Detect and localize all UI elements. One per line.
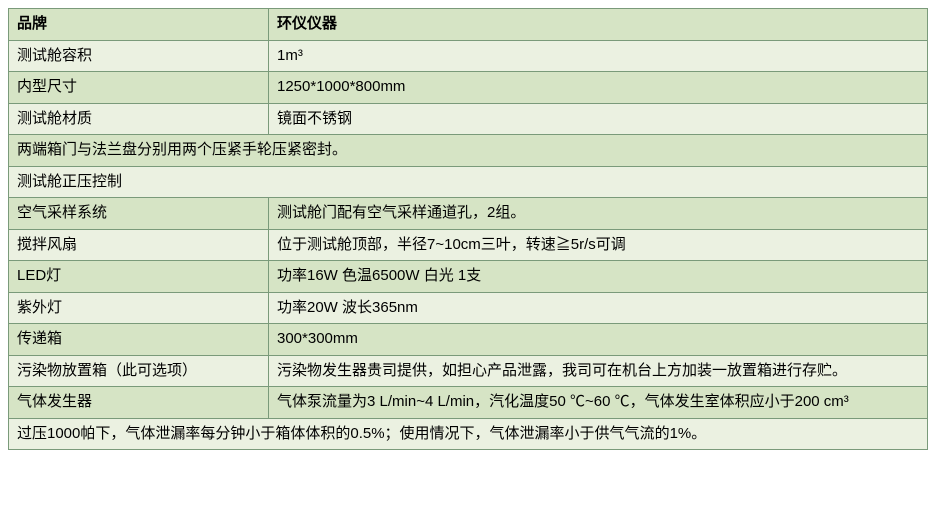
spec-table-body: 品牌环仪仪器测试舱容积1m³内型尺寸1250*1000*800mm测试舱材质镜面… bbox=[9, 9, 928, 450]
table-row: 空气采样系统测试舱门配有空气采样通道孔，2组。 bbox=[9, 198, 928, 230]
row-label: 气体发生器 bbox=[9, 387, 269, 419]
table-row: 测试舱正压控制 bbox=[9, 166, 928, 198]
table-row: 污染物放置箱（此可选项）污染物发生器贵司提供，如担心产品泄露，我司可在机台上方加… bbox=[9, 355, 928, 387]
row-value: 测试舱门配有空气采样通道孔，2组。 bbox=[269, 198, 928, 230]
row-label: 测试舱材质 bbox=[9, 103, 269, 135]
row-full-text: 两端箱门与法兰盘分别用两个压紧手轮压紧密封。 bbox=[9, 135, 928, 167]
row-value: 功率20W 波长365nm bbox=[269, 292, 928, 324]
table-row: 紫外灯功率20W 波长365nm bbox=[9, 292, 928, 324]
table-row: 传递箱300*300mm bbox=[9, 324, 928, 356]
row-value: 1m³ bbox=[269, 40, 928, 72]
row-label: 污染物放置箱（此可选项） bbox=[9, 355, 269, 387]
table-row: 测试舱容积1m³ bbox=[9, 40, 928, 72]
table-row: 搅拌风扇位于测试舱顶部，半径7~10cm三叶，转速≧5r/s可调 bbox=[9, 229, 928, 261]
row-full-text: 测试舱正压控制 bbox=[9, 166, 928, 198]
table-row: 过压1000帕下，气体泄漏率每分钟小于箱体体积的0.5%；使用情况下，气体泄漏率… bbox=[9, 418, 928, 450]
row-label: 搅拌风扇 bbox=[9, 229, 269, 261]
table-row: 测试舱材质镜面不锈钢 bbox=[9, 103, 928, 135]
row-full-text: 过压1000帕下，气体泄漏率每分钟小于箱体体积的0.5%；使用情况下，气体泄漏率… bbox=[9, 418, 928, 450]
spec-table: 品牌环仪仪器测试舱容积1m³内型尺寸1250*1000*800mm测试舱材质镜面… bbox=[8, 8, 928, 450]
row-label: 传递箱 bbox=[9, 324, 269, 356]
header-label: 品牌 bbox=[9, 9, 269, 41]
table-header-row: 品牌环仪仪器 bbox=[9, 9, 928, 41]
row-value: 镜面不锈钢 bbox=[269, 103, 928, 135]
table-row: 内型尺寸1250*1000*800mm bbox=[9, 72, 928, 104]
row-label: 内型尺寸 bbox=[9, 72, 269, 104]
table-row: LED灯功率16W 色温6500W 白光 1支 bbox=[9, 261, 928, 293]
row-value: 污染物发生器贵司提供，如担心产品泄露，我司可在机台上方加装一放置箱进行存贮。 bbox=[269, 355, 928, 387]
table-row: 气体发生器气体泵流量为3 L/min~4 L/min，汽化温度50 ℃~60 ℃… bbox=[9, 387, 928, 419]
header-value: 环仪仪器 bbox=[269, 9, 928, 41]
table-row: 两端箱门与法兰盘分别用两个压紧手轮压紧密封。 bbox=[9, 135, 928, 167]
row-value: 位于测试舱顶部，半径7~10cm三叶，转速≧5r/s可调 bbox=[269, 229, 928, 261]
row-value: 300*300mm bbox=[269, 324, 928, 356]
row-label: 测试舱容积 bbox=[9, 40, 269, 72]
row-label: 紫外灯 bbox=[9, 292, 269, 324]
row-label: LED灯 bbox=[9, 261, 269, 293]
row-value: 1250*1000*800mm bbox=[269, 72, 928, 104]
row-value: 气体泵流量为3 L/min~4 L/min，汽化温度50 ℃~60 ℃，气体发生… bbox=[269, 387, 928, 419]
row-value: 功率16W 色温6500W 白光 1支 bbox=[269, 261, 928, 293]
row-label: 空气采样系统 bbox=[9, 198, 269, 230]
